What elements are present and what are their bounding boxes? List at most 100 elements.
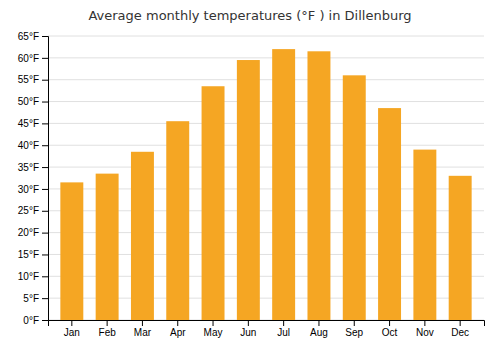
y-tick-mark — [42, 80, 48, 81]
y-tick: 40°F — [18, 140, 48, 151]
x-tick: Jul — [277, 320, 290, 338]
x-axis-line — [49, 321, 485, 327]
grid-line — [48, 57, 484, 58]
y-tick-label: 5°F — [23, 293, 39, 304]
y-tick: 30°F — [18, 184, 48, 195]
x-tick: May — [204, 320, 223, 338]
title: Average monthly temperatures (°F ) in Di… — [88, 8, 411, 23]
x-tick-label: Nov — [416, 327, 434, 338]
x-tick-label: Jan — [64, 327, 80, 338]
y-tick-label: 40°F — [18, 140, 39, 151]
y-tick: 20°F — [18, 227, 48, 238]
bar — [449, 176, 472, 320]
y-tick-label: 20°F — [18, 227, 39, 238]
x-tick-label: Jul — [277, 327, 290, 338]
grid-line — [48, 36, 484, 37]
y-tick: 65°F — [18, 31, 48, 42]
y-tick: 50°F — [18, 96, 48, 107]
x-tick: Oct — [382, 320, 398, 338]
x-tick-mark — [389, 320, 390, 326]
x-tick-mark — [107, 320, 108, 326]
y-tick: 35°F — [18, 162, 48, 173]
grid-line — [48, 79, 484, 80]
bar — [307, 51, 330, 320]
bar — [131, 152, 154, 320]
chart-container: Average monthly temperatures (°F ) in Di… — [0, 0, 500, 350]
y-tick-label: 45°F — [18, 118, 39, 129]
y-tick: 45°F — [18, 118, 48, 129]
x-tick-label: Feb — [99, 327, 117, 338]
y-tick-mark — [42, 254, 48, 255]
x-tick: Aug — [310, 320, 328, 338]
y-tick-mark — [42, 36, 48, 37]
y-tick-label: 60°F — [18, 53, 39, 64]
x-tick-label: Dec — [451, 327, 469, 338]
x-tick-label: Mar — [134, 327, 152, 338]
grid-line — [48, 123, 484, 124]
x-tick-mark — [424, 320, 425, 326]
bar — [272, 49, 295, 320]
grid-line — [48, 101, 484, 102]
y-axis-line — [42, 37, 49, 321]
x-tick: Dec — [451, 320, 469, 338]
grid — [48, 36, 484, 320]
grid-line — [48, 145, 484, 146]
x-tick: Nov — [416, 320, 434, 338]
y-tick-label: 25°F — [18, 205, 39, 216]
bars — [60, 49, 471, 320]
x-tick-mark — [318, 320, 319, 326]
x-tick-mark — [71, 320, 72, 326]
y-tick-label: 15°F — [18, 249, 39, 260]
x-axis: Jan Feb Mar Apr May Jun Jul Aug Sep Oct Nov Dec — [49, 320, 485, 338]
x-tick: Apr — [170, 320, 186, 338]
x-tick-mark — [460, 320, 461, 326]
y-axis: 0°F 5°F 10°F 15°F 20°F 25°F 30°F 35°F 40°F 45°F 50… — [18, 31, 49, 326]
y-tick-label: 0°F — [23, 315, 39, 326]
y-tick-label: 55°F — [18, 74, 39, 85]
bar — [96, 174, 119, 320]
y-tick-label: 50°F — [18, 96, 39, 107]
x-tick-label: Oct — [382, 327, 398, 338]
y-tick-mark — [42, 167, 48, 168]
x-tick: Jan — [64, 320, 80, 338]
chart: Average monthly temperatures (°F ) in Di… — [0, 0, 500, 350]
x-tick: Mar — [134, 320, 152, 338]
y-tick-label: 30°F — [18, 184, 39, 195]
y-tick-mark — [42, 58, 48, 59]
y-tick: 15°F — [18, 249, 48, 260]
x-tick-mark — [354, 320, 355, 326]
y-tick: 0°F — [23, 315, 48, 326]
y-tick-mark — [42, 276, 48, 277]
y-tick: 10°F — [18, 271, 48, 282]
y-tick: 5°F — [23, 293, 48, 304]
y-tick-mark — [42, 189, 48, 190]
x-tick-mark — [213, 320, 214, 326]
bar — [237, 60, 260, 320]
x-tick-mark — [177, 320, 178, 326]
y-tick-mark — [42, 233, 48, 234]
x-tick: Feb — [99, 320, 117, 338]
y-tick-label: 10°F — [18, 271, 39, 282]
x-tick: Jun — [240, 320, 256, 338]
bar — [202, 86, 225, 320]
x-tick-label: Sep — [345, 327, 363, 338]
x-tick-label: Jun — [240, 327, 256, 338]
y-tick-mark — [42, 123, 48, 124]
y-tick: 55°F — [18, 74, 48, 85]
x-tick-mark — [283, 320, 284, 326]
bar — [166, 121, 189, 320]
x-tick-label: Aug — [310, 327, 328, 338]
y-tick-label: 65°F — [18, 31, 39, 42]
y-tick-mark — [42, 211, 48, 212]
x-tick: Sep — [345, 320, 363, 338]
x-tick-mark — [248, 320, 249, 326]
y-tick: 25°F — [18, 205, 48, 216]
x-tick-label: Apr — [170, 327, 186, 338]
x-tick-mark — [142, 320, 143, 326]
bar — [60, 182, 83, 320]
y-tick-mark — [42, 145, 48, 146]
bar — [378, 108, 401, 320]
x-tick-label: May — [204, 327, 223, 338]
y-tick-label: 35°F — [18, 162, 39, 173]
bar — [413, 150, 436, 320]
